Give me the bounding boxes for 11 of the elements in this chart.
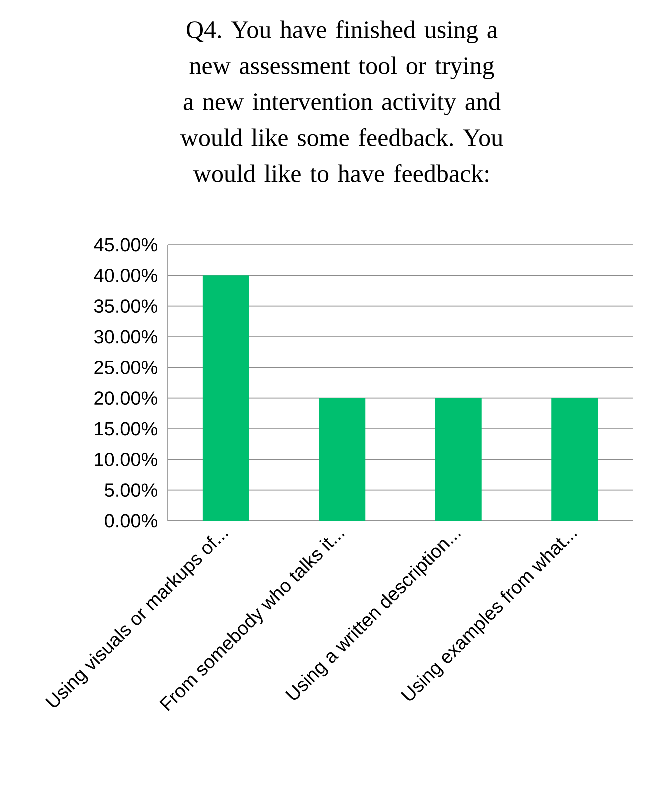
y-tick-label: 15.00% xyxy=(95,422,158,436)
y-tick-label: 10.00% xyxy=(95,452,158,466)
y-tick-label: 40.00% xyxy=(94,268,158,282)
y-tick-label: 35.00% xyxy=(94,300,158,314)
chart-title: Q4. You have finished using a new assessment tool or trying a new intervention activity and would like some feedback. You would like to have feedback: xyxy=(180,20,504,182)
y-tick-label: 5.00% xyxy=(105,484,158,498)
y-tick-label: 0.00% xyxy=(105,514,158,528)
y-tick-label: 45.00% xyxy=(94,238,158,252)
y-tick-label: 30.00% xyxy=(94,330,158,344)
y-tick-label: 25.00% xyxy=(94,360,158,374)
y-tick-label: 20.00% xyxy=(94,392,158,406)
